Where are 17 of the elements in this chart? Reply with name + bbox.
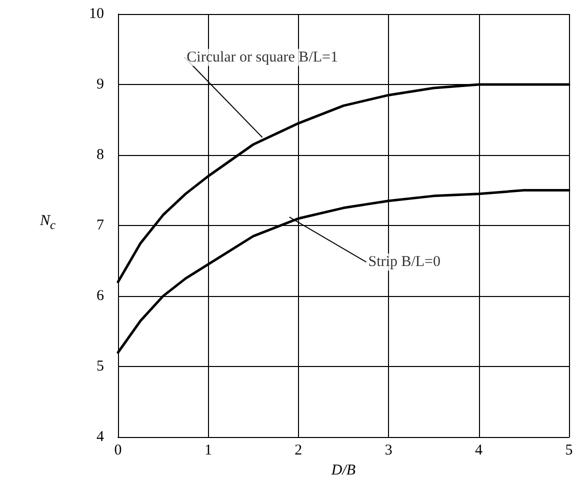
y-tick-label: 8 <box>96 147 104 164</box>
annotation: Circular or square B/L=1 <box>186 49 338 66</box>
y-tick-label: 10 <box>89 6 104 22</box>
annotation: Strip B/L=0 <box>368 254 440 270</box>
x-tick-label: 1 <box>204 442 212 459</box>
x-tick-label: 3 <box>384 442 392 459</box>
y-tick-label: 4 <box>96 429 104 446</box>
x-tick-label: 0 <box>114 442 122 459</box>
x-axis-title: D/B <box>330 462 356 478</box>
y-tick-label: 5 <box>96 358 104 375</box>
y-tick-label: 9 <box>96 76 104 93</box>
x-tick-label: 4 <box>475 442 484 459</box>
x-tick-label: 2 <box>294 442 302 459</box>
x-tick-label: 5 <box>565 442 573 459</box>
y-tick-label: 7 <box>96 218 104 234</box>
y-tick-label: 6 <box>96 288 104 304</box>
y-axis-title: N$_{c}$ <box>40 213 56 232</box>
